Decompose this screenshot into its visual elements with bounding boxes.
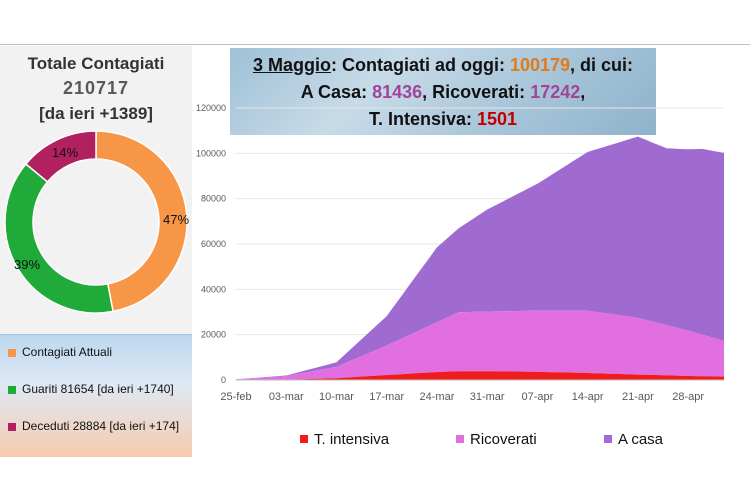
legend-swatch-guariti: [8, 385, 16, 394]
donut-label-deceduti: 14%: [52, 145, 78, 160]
legend-label-contagiati: Contagiati Attuali: [22, 345, 113, 359]
chart-legend-label: T. intensiva: [314, 431, 390, 448]
legend-label-deceduti: Deceduti 28884 [da ieri +174]: [22, 419, 180, 433]
donut-slice-deceduti: [24, 130, 97, 183]
y-tick-label: 40000: [201, 284, 226, 294]
legend-swatch-deceduti: [8, 422, 16, 431]
stacked-area-chart: 0 20000 40000 60000 80000 100000 120000 25-feb 0…: [196, 103, 724, 448]
area-t-intensiva: [236, 371, 724, 380]
chart-legend-label: A casa: [618, 431, 664, 448]
x-tick-label: 03-mar: [269, 391, 304, 403]
x-tick-label: 24-mar: [420, 391, 455, 403]
legend-item-contagiati: Contagiati Attuali: [8, 345, 112, 359]
y-tick-label: 20000: [201, 330, 226, 340]
legend-swatch-contagiati: [8, 348, 16, 357]
y-tick-label: 0: [221, 375, 226, 385]
banner-line1-text: : Contagiati ad oggi:: [330, 55, 510, 75]
donut-label-contagiati-attuali: 47%: [163, 212, 189, 227]
banner-line-1: 3 Maggio: Contagiati ad oggi: 100179, di…: [230, 55, 656, 76]
total-title: Totale Contagiati: [27, 54, 165, 73]
banner-hosp-label: , Ricoverati:: [422, 82, 531, 102]
banner-icu: 1501: [476, 109, 518, 129]
banner-hosp-tail: ,: [580, 82, 586, 102]
banner-date: 3 Maggio: [252, 55, 331, 75]
banner-home: 81436: [372, 82, 423, 102]
x-tick-label: 28-apr: [672, 391, 704, 403]
banner-line1-tail: , di cui:: [570, 55, 634, 75]
x-tick-label: 31-mar: [470, 391, 505, 403]
donut-slice-contagiati-attuali: [95, 130, 188, 313]
banner-line-3: T. Intensiva: 1501: [230, 109, 656, 130]
banner-home-label: A Casa:: [300, 82, 373, 102]
chart-legend-swatch: [456, 435, 464, 443]
legend-item-deceduti: Deceduti 28884 [da ieri +174]: [8, 419, 179, 433]
top-divider: [0, 44, 750, 45]
total-daily-change: [da ieri +1389]: [39, 104, 153, 123]
x-tick-label: 14-apr: [572, 391, 604, 403]
area-ricoverati: [236, 310, 724, 380]
y-tick-label: 120000: [196, 103, 226, 113]
x-tick-label: 07-apr: [522, 391, 554, 403]
legend-label-guariti: Guariti 81654 [da ieri +1740]: [22, 382, 174, 396]
summary-banner: 3 Maggio: Contagiati ad oggi: 100179, di…: [230, 48, 656, 135]
donut-label-guariti: 39%: [14, 257, 40, 272]
chart-legend-swatch: [300, 435, 308, 443]
banner-current: 100179: [509, 55, 571, 75]
x-tick-label: 10-mar: [319, 391, 354, 403]
chart-legend-swatch: [604, 435, 612, 443]
y-tick-label: 60000: [201, 239, 226, 249]
banner-line-2: A Casa: 81436, Ricoverati: 17242,: [230, 82, 656, 103]
total-value: 210717: [62, 78, 130, 98]
banner-icu-label: T. Intensiva:: [368, 109, 477, 129]
x-tick-label: 21-apr: [622, 391, 654, 403]
y-tick-label: 100000: [196, 148, 226, 158]
y-tick-label: 80000: [201, 194, 226, 204]
x-tick-label: 25-feb: [220, 391, 251, 403]
banner-hosp: 17242: [530, 82, 581, 102]
x-tick-label: 17-mar: [369, 391, 404, 403]
chart-legend-label: Ricoverati: [470, 431, 537, 448]
donut-slice-guariti: [4, 162, 114, 314]
donut-chart: 47% 39% 14%: [4, 130, 189, 314]
area-a-casa: [236, 136, 724, 380]
donut-legend: Contagiati Attuali Guariti 81654 [da ier…: [0, 334, 192, 457]
legend-item-guariti: Guariti 81654 [da ieri +1740]: [8, 382, 174, 396]
